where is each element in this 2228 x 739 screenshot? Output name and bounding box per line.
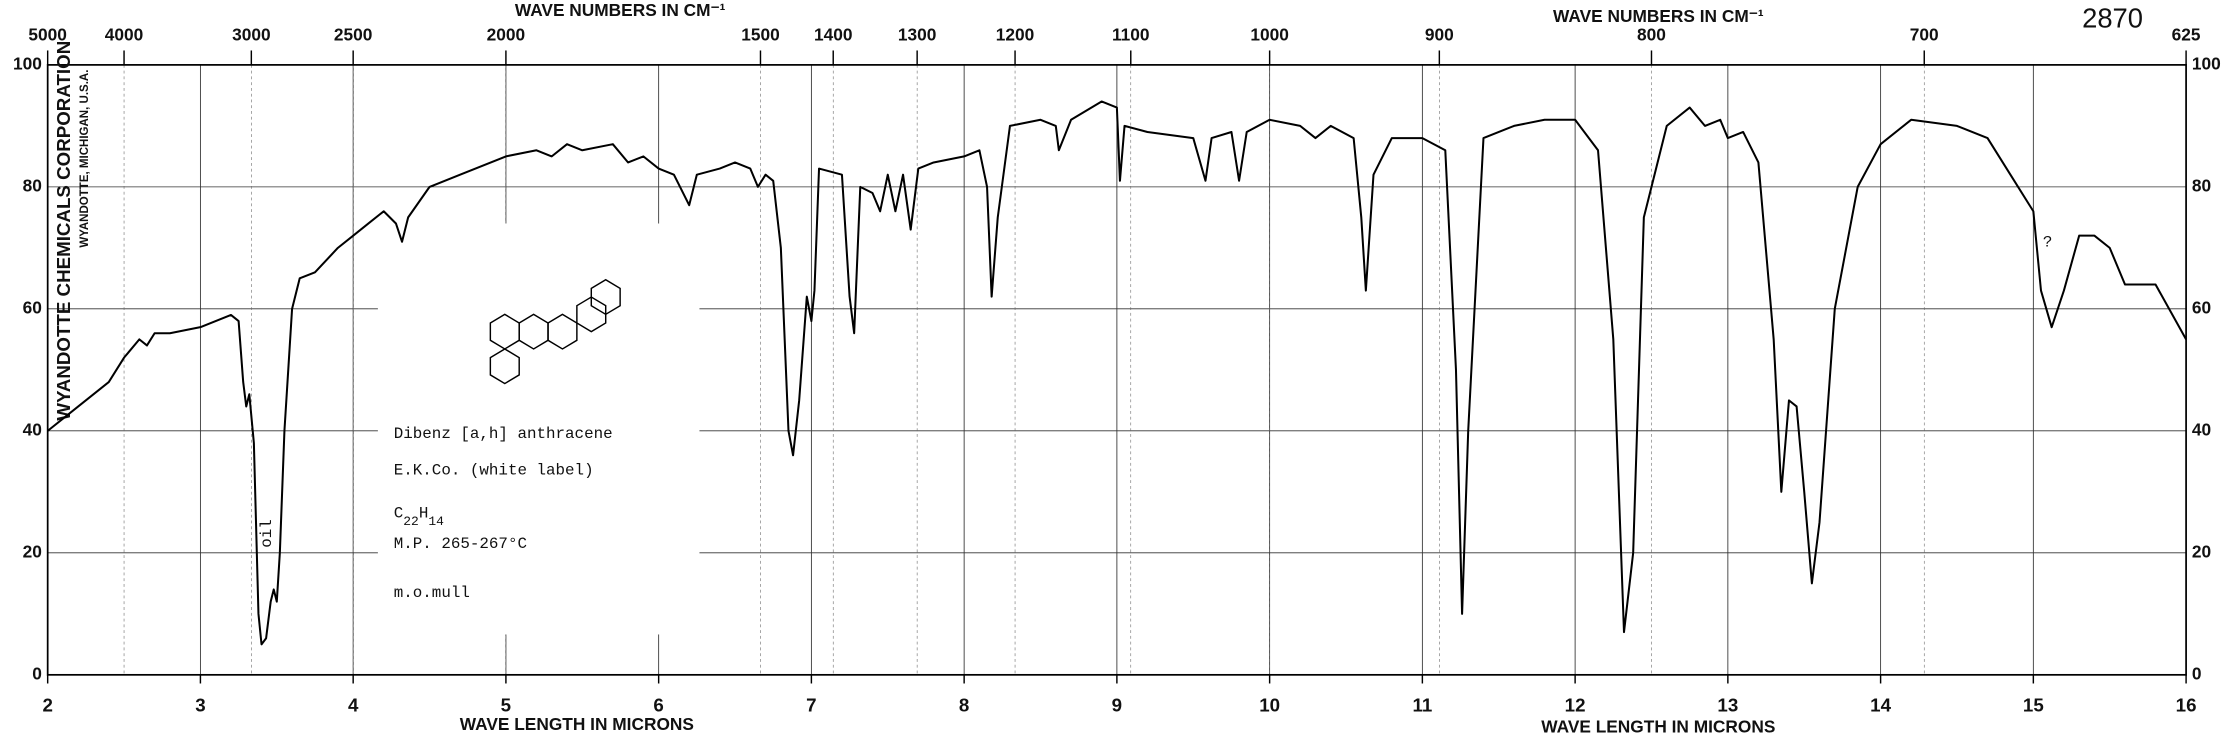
x2-tick-label: 1200 bbox=[996, 25, 1034, 45]
x-tick-label: 6 bbox=[653, 695, 663, 716]
x2-tick-label: 1300 bbox=[898, 25, 936, 45]
x-tick-label: 3 bbox=[195, 695, 205, 716]
x2-tick-label: 2000 bbox=[487, 25, 525, 45]
x2-tick-label: 625 bbox=[2172, 25, 2201, 45]
formula-part: C bbox=[394, 505, 404, 523]
formula-part: 22 bbox=[403, 514, 419, 529]
x-tick-label: 15 bbox=[2023, 695, 2044, 716]
x-tick-label: 16 bbox=[2176, 695, 2197, 716]
x2-tick-label: 4000 bbox=[105, 25, 143, 45]
x2-tick-label: 1000 bbox=[1250, 25, 1288, 45]
sample-name: Dibenz [a,h] anthracene bbox=[394, 425, 613, 443]
x-tick-label: 10 bbox=[1259, 695, 1280, 716]
sample-panel bbox=[377, 223, 700, 635]
x-tick-label: 11 bbox=[1412, 695, 1432, 716]
maker-name: WYANDOTTE CHEMICALS CORPORATION bbox=[53, 41, 74, 421]
y2-tick-label: 100 bbox=[2192, 53, 2221, 73]
y2-tick-label: 60 bbox=[2192, 297, 2211, 317]
y2-tick-label: 40 bbox=[2192, 419, 2211, 439]
sample-phase: m.o.mull bbox=[394, 584, 470, 602]
structure bbox=[489, 278, 621, 385]
y2-tick-label: 0 bbox=[2192, 663, 2202, 683]
y-tick-label: 100 bbox=[13, 53, 42, 73]
y-tick-label: 80 bbox=[23, 175, 42, 195]
sample-formula: C22H14 bbox=[394, 505, 444, 530]
x2-tick-label: 900 bbox=[1425, 25, 1454, 45]
x-tick-label: 5 bbox=[501, 695, 511, 716]
spectrum-line bbox=[47, 100, 2187, 646]
sample-melting-point: M.P. 265-267°C bbox=[394, 535, 527, 553]
x-tick-label: 8 bbox=[959, 695, 969, 716]
x2-axis-title: WAVE NUMBERS IN CM⁻¹ bbox=[515, 0, 726, 20]
x2-tick-label: 3000 bbox=[232, 25, 270, 45]
x2-tick-label: 2500 bbox=[334, 25, 372, 45]
x-axis-title: WAVE LENGTH IN MICRONS bbox=[460, 714, 694, 734]
x-tick-label: 14 bbox=[1870, 695, 1891, 716]
grid bbox=[47, 64, 2187, 676]
x-tick-label: 7 bbox=[806, 695, 816, 716]
x2-axis-title: WAVE NUMBERS IN CM⁻¹ bbox=[1553, 6, 1764, 26]
y-tick-label: 60 bbox=[23, 297, 42, 317]
y-tick-label: 0 bbox=[32, 663, 42, 683]
formula-part: 14 bbox=[428, 514, 444, 529]
chart-number: 2870 bbox=[2082, 2, 2143, 33]
annotation: oil bbox=[258, 519, 276, 548]
x2-tick-label: 5000 bbox=[28, 25, 66, 45]
x2-tick-label: 700 bbox=[1910, 25, 1939, 45]
x2-tick-label: 1100 bbox=[1112, 25, 1150, 45]
y2-tick-label: 20 bbox=[2192, 541, 2211, 561]
annotation: ? bbox=[2043, 233, 2053, 251]
x-tick-label: 2 bbox=[42, 695, 52, 716]
x2-tick-label: 1500 bbox=[741, 25, 779, 45]
y2-tick-label: 80 bbox=[2192, 175, 2211, 195]
x-axis-title: WAVE LENGTH IN MICRONS bbox=[1541, 717, 1775, 737]
x2-tick-label: 1400 bbox=[814, 25, 852, 45]
x-tick-label: 9 bbox=[1112, 695, 1122, 716]
sample-source: E.K.Co. (white label) bbox=[394, 461, 594, 479]
formula-part: H bbox=[419, 505, 429, 523]
maker-address: WYANDOTTE, MICHIGAN, U.S.A. bbox=[79, 70, 91, 248]
x-tick-label: 12 bbox=[1565, 695, 1586, 716]
x-tick-label: 4 bbox=[348, 695, 359, 716]
y-tick-label: 40 bbox=[23, 419, 42, 439]
x2-tick-label: 800 bbox=[1637, 25, 1666, 45]
x-tick-label: 13 bbox=[1717, 695, 1738, 716]
y-tick-label: 20 bbox=[23, 541, 42, 561]
